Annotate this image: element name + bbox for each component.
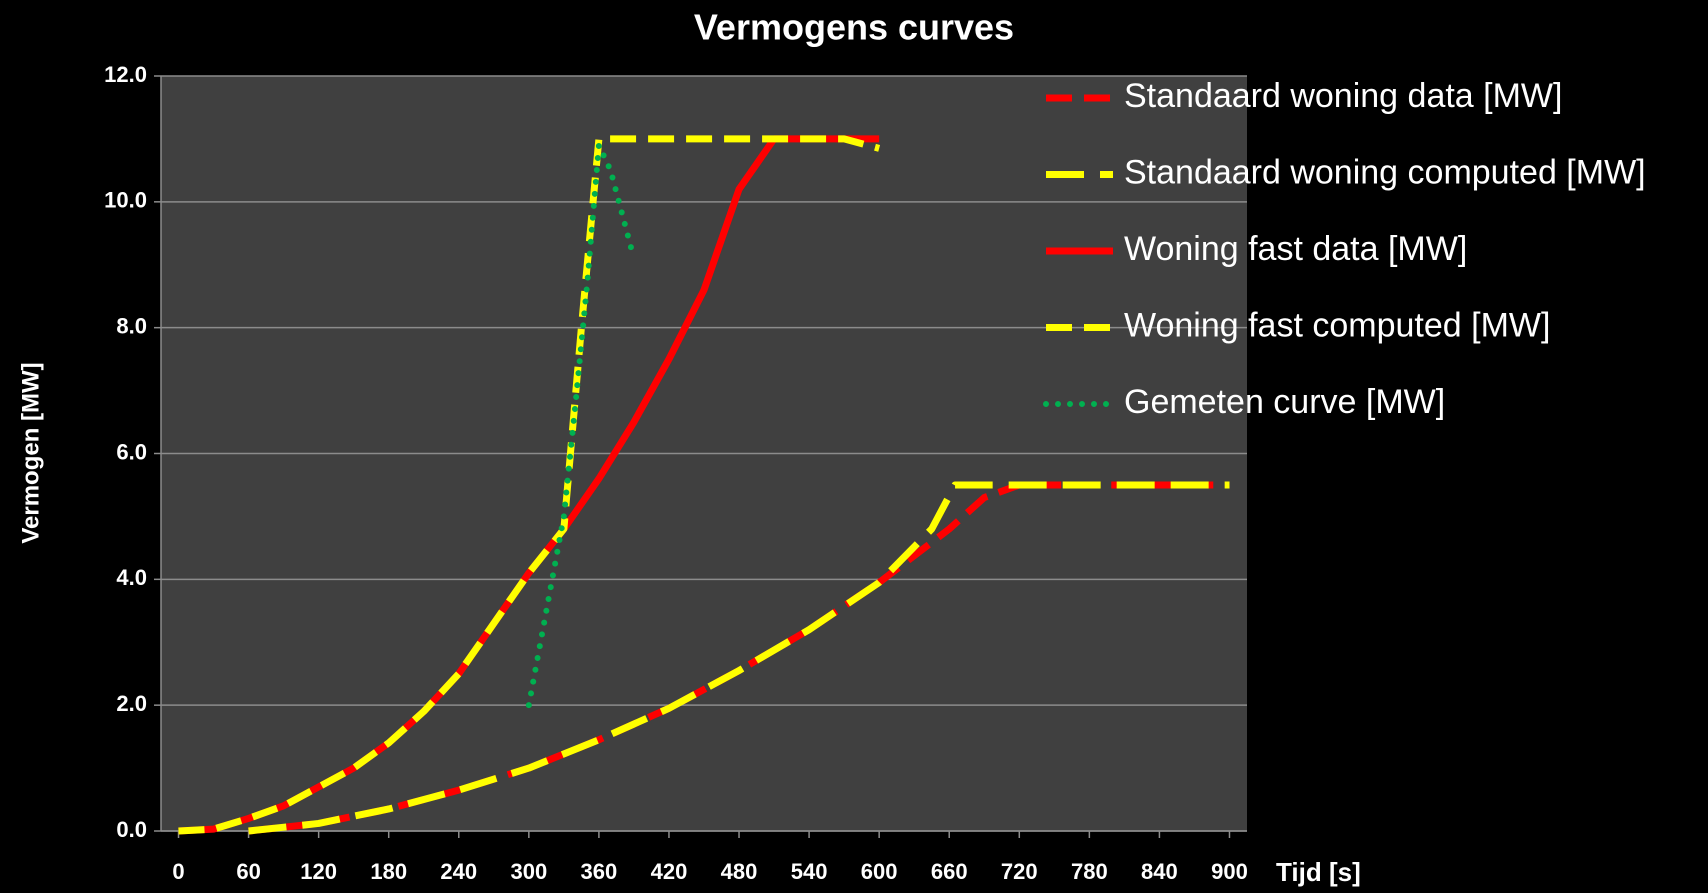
x-tick-label: 480 (721, 859, 758, 884)
chart-title: Vermogens curves (694, 7, 1014, 48)
x-tick-label: 780 (1071, 859, 1108, 884)
y-tick-label: 8.0 (116, 313, 147, 338)
x-tick-label: 360 (581, 859, 618, 884)
x-tick-label: 60 (236, 859, 260, 884)
x-tick-label: 840 (1141, 859, 1178, 884)
series-line (248, 481, 1230, 835)
x-tick-label: 180 (370, 859, 407, 884)
x-axis-label: Tijd [s] (1276, 857, 1361, 887)
x-tick-label: 900 (1211, 859, 1248, 884)
x-tick-label: 540 (791, 859, 828, 884)
x-tick-label: 240 (440, 859, 477, 884)
legend-label: Woning fast data [MW] (1124, 230, 1467, 268)
x-tick-label: 420 (651, 859, 688, 884)
y-tick-label: 2.0 (116, 691, 147, 716)
y-tick-label: 6.0 (116, 439, 147, 464)
legend-label: Woning fast computed [MW] (1124, 306, 1550, 344)
y-tick-label: 0.0 (116, 817, 147, 842)
series-line (525, 142, 637, 709)
y-axis-label: Vermogen [MW] (17, 362, 44, 543)
x-tick-label: 660 (931, 859, 968, 884)
series-line (248, 481, 1230, 835)
legend-label: Gemeten curve [MW] (1124, 383, 1445, 421)
legend-label: Standaard woning computed [MW] (1124, 153, 1646, 191)
y-tick-label: 10.0 (104, 188, 147, 213)
y-tick-label: 12.0 (104, 62, 147, 87)
x-tick-label: 0 (172, 859, 184, 884)
x-tick-label: 600 (861, 859, 898, 884)
x-tick-label: 120 (300, 859, 337, 884)
x-tick-label: 720 (1001, 859, 1038, 884)
legend-label: Standaard woning data [MW] (1124, 77, 1562, 115)
series-line (178, 135, 881, 835)
y-tick-label: 4.0 (116, 565, 147, 590)
x-tick-label: 300 (510, 859, 547, 884)
